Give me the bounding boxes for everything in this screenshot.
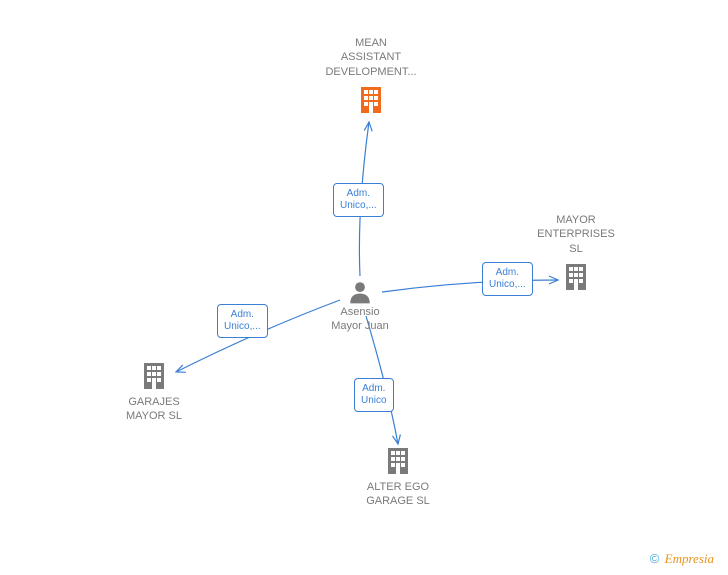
building-icon: [382, 444, 414, 476]
edge-label: Adm. Unico,...: [482, 262, 533, 296]
edge-label: Adm. Unico,...: [217, 304, 268, 338]
building-icon: [355, 83, 387, 115]
company-node-garajes[interactable]: GARAJES MAYOR SL: [99, 359, 209, 424]
company-node-label: MAYOR ENTERPRISES SL: [537, 213, 615, 256]
company-node-label: MEAN ASSISTANT DEVELOPMENT...: [325, 36, 416, 79]
company-node-label: ALTER EGO GARAGE SL: [366, 480, 430, 509]
company-node-mean[interactable]: MEAN ASSISTANT DEVELOPMENT...: [316, 36, 426, 115]
company-node-mayor_ent[interactable]: MAYOR ENTERPRISES SL: [521, 213, 631, 292]
building-icon: [560, 260, 592, 292]
edge-label: Adm. Unico: [354, 378, 394, 412]
company-node-alter_ego[interactable]: ALTER EGO GARAGE SL: [343, 444, 453, 509]
person-icon: [347, 279, 373, 305]
watermark-brand: Empresia: [665, 551, 714, 566]
company-node-label: GARAJES MAYOR SL: [126, 395, 182, 424]
center-person-node[interactable]: Asensio Mayor Juan: [320, 279, 400, 334]
building-icon: [138, 359, 170, 391]
arrowhead-icon: [364, 122, 373, 132]
edge-label: Adm. Unico,...: [333, 183, 384, 217]
copyright-symbol: ©: [650, 551, 660, 566]
watermark: © Empresia: [650, 551, 714, 567]
center-node-label: Asensio Mayor Juan: [331, 305, 388, 334]
